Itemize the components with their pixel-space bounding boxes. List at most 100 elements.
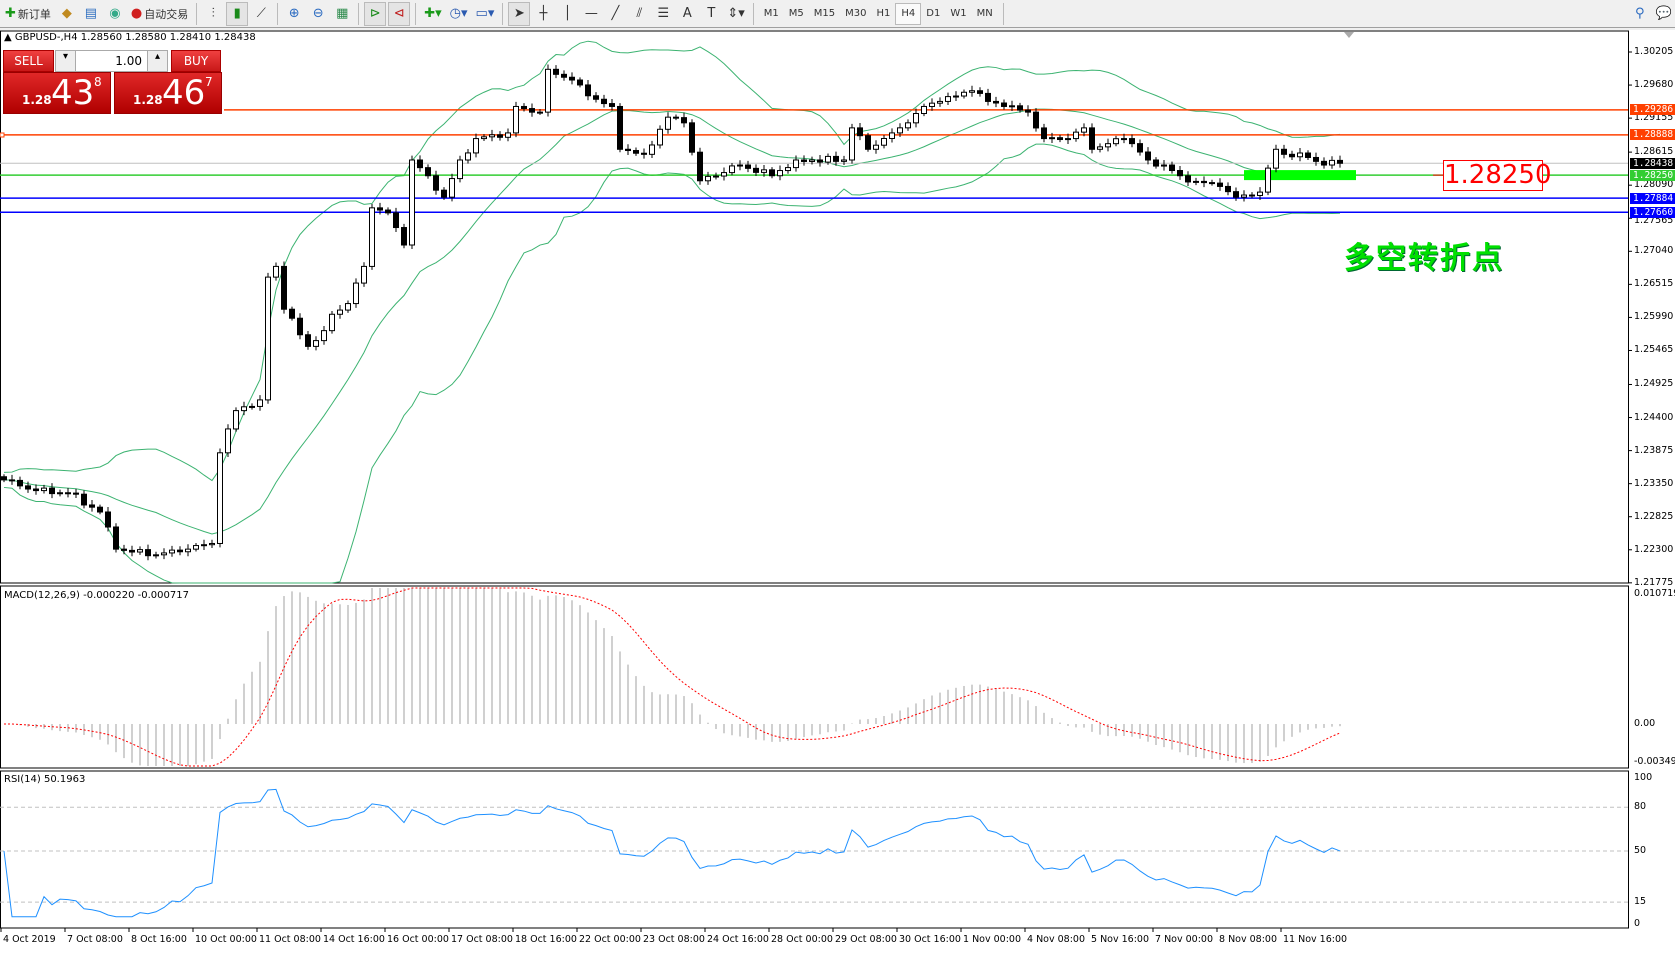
chart-canvas[interactable] <box>0 30 1675 953</box>
candle-bull <box>353 282 359 305</box>
divider <box>277 2 279 25</box>
timeframe-m15[interactable]: M15 <box>813 8 836 19</box>
timeframe-d1[interactable]: D1 <box>926 8 941 19</box>
data-window-button[interactable]: ▤ <box>80 2 102 26</box>
candle-bull <box>729 165 735 174</box>
crosshair-button[interactable]: ┼ <box>532 2 554 26</box>
text-label-button[interactable]: T <box>700 2 722 26</box>
candle-bear <box>601 98 607 105</box>
divider <box>1002 2 1004 25</box>
indicators-button[interactable]: ✚▾ <box>421 2 444 26</box>
zoom-out-icon: ⊖ <box>312 6 324 21</box>
chart-window[interactable]: ▲ GBPUSD-,H4 1.28560 1.28580 1.28410 1.2… <box>0 30 1675 953</box>
candle-bear <box>97 506 103 513</box>
price-tick-label: 1.29680 <box>1634 79 1674 91</box>
fibonacci-button[interactable]: ☰ <box>652 2 674 26</box>
candle-bear <box>817 159 823 163</box>
candle-bear <box>1033 111 1039 129</box>
candle-bull <box>1273 148 1279 169</box>
text-button[interactable]: A <box>676 2 698 26</box>
chart-header: ▲ GBPUSD-,H4 1.28560 1.28580 1.28410 1.2… <box>4 32 256 43</box>
price-tag-1.27660: 1.27660 <box>1630 206 1675 218</box>
cursor-button[interactable]: ➤ <box>508 1 531 26</box>
timeframe-m30[interactable]: M30 <box>845 8 867 19</box>
chat-button[interactable]: 💬 <box>1653 2 1675 26</box>
candle-bull <box>313 340 319 347</box>
candle-bull <box>897 127 903 134</box>
candle-bear <box>593 95 599 100</box>
templates-button[interactable]: ▭▾ <box>473 2 498 26</box>
sell-button[interactable]: SELL <box>3 50 54 72</box>
text-label-icon: T <box>707 6 716 21</box>
search-button[interactable]: ⚲ <box>1629 2 1651 26</box>
line-chart-button[interactable]: ⟋ <box>250 2 272 26</box>
candle-bear <box>1057 137 1063 141</box>
price-tick-label: 1.22300 <box>1634 543 1674 555</box>
volume-input[interactable]: 1.00 <box>115 54 142 68</box>
candle-bull <box>257 399 263 407</box>
time-label: 7 Nov 00:00 <box>1155 934 1214 945</box>
candle-bear <box>865 135 871 150</box>
timeframe-h4[interactable]: H4 <box>895 2 922 25</box>
candle-bull <box>209 542 215 546</box>
candle-bear <box>769 169 775 177</box>
candle-bear <box>1169 164 1175 172</box>
arrows-button[interactable]: ⇕▾ <box>724 2 747 26</box>
candle-bull <box>889 132 895 139</box>
candle-bear <box>585 84 591 97</box>
candle-bull <box>473 138 479 154</box>
timeframe-w1[interactable]: W1 <box>950 8 967 19</box>
candle-bear <box>25 485 31 490</box>
buy-button[interactable]: BUY <box>171 50 221 72</box>
timeframe-m1[interactable]: M1 <box>763 8 779 19</box>
candle-bull <box>873 144 879 150</box>
volume-down-button[interactable]: ▾ <box>56 51 76 71</box>
candle-bear <box>105 511 111 528</box>
timeframe-h1[interactable]: H1 <box>876 8 891 19</box>
horizontal-line-button[interactable]: — <box>580 2 602 26</box>
signals-button[interactable]: ◉ <box>104 2 126 26</box>
candle-bear <box>417 159 423 169</box>
candle-bear <box>681 117 687 124</box>
candle-bull <box>1113 138 1119 145</box>
candle-bull <box>777 170 783 177</box>
zoom-out-button[interactable]: ⊖ <box>307 2 329 26</box>
chart-shift-marker <box>1344 32 1354 38</box>
price-tick-label: 1.27040 <box>1634 245 1674 257</box>
price-tag-1.29286: 1.29286 <box>1630 104 1675 116</box>
time-label: 11 Nov 16:00 <box>1283 934 1348 945</box>
candle-bull <box>1265 167 1271 193</box>
candle-bear <box>377 207 383 211</box>
candle-bear <box>305 334 311 347</box>
trendline-button[interactable]: ╱ <box>604 2 626 26</box>
chart-shift-button[interactable]: ⊲ <box>388 1 411 26</box>
candle-bull <box>265 276 271 401</box>
periods-button[interactable]: ◷▾ <box>447 2 471 26</box>
timeframe-mn[interactable]: MN <box>976 8 993 19</box>
auto-scroll-button[interactable]: ⊳ <box>364 1 387 26</box>
candle-bear <box>1137 143 1143 153</box>
auto-trading-button[interactable]: ● 自动交易 <box>130 6 189 21</box>
tile-windows-button[interactable]: ▦ <box>331 2 353 26</box>
ask-pips: 46 <box>162 73 206 113</box>
ask-price-button[interactable]: 1.28 46 7 <box>114 72 222 114</box>
vertical-line-button[interactable]: │ <box>556 2 578 26</box>
volume-up-button[interactable]: ▴ <box>147 51 167 71</box>
candle-bull <box>849 127 855 161</box>
timeframe-m5[interactable]: M5 <box>788 8 804 19</box>
bid-price-button[interactable]: 1.28 43 8 <box>3 72 111 114</box>
market-watch-button[interactable]: ◆ <box>56 2 78 26</box>
candle-bear <box>1025 109 1031 113</box>
candle-bear <box>289 308 295 319</box>
zoom-in-button[interactable]: ⊕ <box>283 2 305 26</box>
new-order-button[interactable]: ✚ 新订单 <box>5 6 51 21</box>
price-tick-label: 1.27565 <box>1634 215 1674 227</box>
candle-bull <box>193 545 199 550</box>
candlestick-button[interactable]: ▮ <box>226 1 249 26</box>
candle-bull <box>457 159 463 180</box>
equidistant-channel-button[interactable]: ⫽ <box>628 2 650 26</box>
candle-bull <box>953 95 959 98</box>
volume-stepper[interactable]: ▾ 1.00 ▴ <box>55 50 168 72</box>
bar-chart-button[interactable]: ⫶ <box>202 2 224 26</box>
data-window-icon: ▤ <box>84 6 98 21</box>
